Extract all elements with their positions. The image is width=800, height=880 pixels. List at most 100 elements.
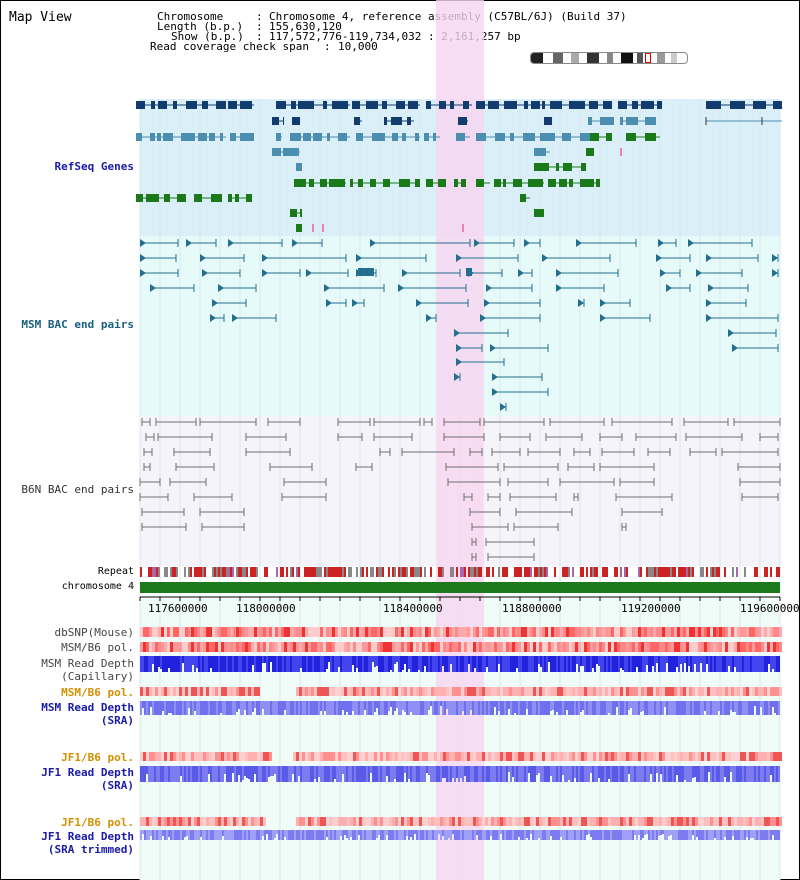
- gene-exon: [296, 224, 302, 232]
- heat-cell: [350, 642, 353, 652]
- heat-cell: [194, 642, 197, 652]
- depth-bar: [402, 766, 404, 782]
- depth-bar: [512, 766, 514, 777]
- depth-bar: [538, 766, 540, 773]
- depth-bar: [236, 766, 238, 782]
- heat-cell: [242, 627, 245, 637]
- repeat-element: [344, 567, 346, 577]
- depth-bar: [484, 701, 486, 715]
- heat-cell: [671, 817, 674, 826]
- depth-bar: [348, 701, 350, 715]
- depth-bar: [642, 766, 644, 782]
- heat-cell: [725, 817, 728, 826]
- heat-cell: [461, 627, 464, 637]
- heat-cell: [626, 752, 629, 761]
- gene-exon: [606, 133, 612, 141]
- depth-bar: [766, 701, 768, 715]
- depth-bar: [214, 766, 216, 782]
- depth-bar: [770, 766, 772, 775]
- refseq-genes-track: [136, 101, 782, 232]
- heat-cell: [491, 752, 494, 761]
- depth-bar: [322, 656, 324, 672]
- depth-bar: [312, 701, 314, 715]
- repeat-element: [196, 567, 198, 577]
- heat-cell: [638, 687, 641, 696]
- depth-bar: [412, 830, 414, 840]
- heat-cell: [293, 752, 296, 761]
- gene-exon: [626, 133, 636, 141]
- depth-bar: [608, 766, 610, 779]
- depth-bar: [246, 656, 248, 672]
- depth-bar: [244, 701, 246, 710]
- heat-cell: [707, 752, 710, 761]
- depth-bar: [576, 701, 578, 715]
- heat-cell: [503, 817, 506, 826]
- heat-cell: [521, 642, 524, 652]
- depth-bar: [542, 701, 544, 715]
- heat-cell: [659, 817, 662, 826]
- depth-bar: [230, 656, 232, 672]
- heat-cell: [620, 817, 623, 826]
- depth-bar: [598, 766, 600, 778]
- depth-bar: [186, 766, 188, 782]
- heat-cell: [335, 817, 338, 826]
- heat-cell: [191, 627, 194, 637]
- gene-exon: [415, 179, 420, 187]
- heat-cell: [590, 627, 593, 637]
- depth-bar: [490, 766, 492, 782]
- depth-bar: [520, 701, 522, 715]
- heat-cell: [335, 752, 338, 761]
- depth-bar: [150, 656, 152, 672]
- gene-exon: [415, 133, 419, 141]
- depth-bar: [230, 766, 232, 782]
- repeat-element: [582, 567, 584, 577]
- depth-bar: [534, 701, 536, 715]
- depth-bar: [726, 656, 728, 672]
- depth-bar: [526, 830, 528, 838]
- heat-cell: [767, 687, 770, 696]
- heat-cell: [635, 687, 638, 696]
- depth-bar: [406, 830, 408, 836]
- bac-end-marker: [688, 239, 694, 247]
- heat-cell: [689, 627, 692, 637]
- depth-bar: [328, 830, 330, 840]
- depth-bar: [388, 830, 390, 840]
- chromosome-ideogram[interactable]: [530, 52, 688, 64]
- depth-bar: [548, 656, 550, 662]
- heat-cell: [716, 627, 719, 637]
- heat-cell: [716, 687, 719, 696]
- heat-cell: [710, 752, 713, 761]
- depth-bar: [382, 656, 384, 672]
- heat-cell: [566, 687, 569, 696]
- depth-bar: [316, 656, 318, 672]
- depth-bar: [448, 701, 450, 715]
- heat-cell: [662, 627, 665, 637]
- heat-cell: [647, 627, 650, 637]
- depth-bar: [516, 766, 518, 782]
- depth-bar: [338, 830, 340, 840]
- depth-bar: [462, 830, 464, 840]
- depth-bar: [220, 701, 222, 713]
- heat-cell: [416, 817, 419, 826]
- depth-bar: [692, 701, 694, 715]
- depth-bar: [212, 766, 214, 782]
- gene-exon: [657, 101, 662, 109]
- depth-bar: [326, 766, 328, 782]
- heat-cell: [530, 687, 533, 696]
- depth-bar: [648, 701, 650, 715]
- heat-cell: [332, 752, 335, 761]
- depth-bar: [414, 656, 416, 672]
- heat-cell: [338, 627, 341, 637]
- depth-bar: [716, 766, 718, 782]
- heat-cell: [293, 627, 296, 637]
- heat-cell: [746, 752, 749, 761]
- heat-cell: [164, 627, 167, 637]
- heat-cell: [599, 642, 602, 652]
- depth-bar: [166, 830, 168, 840]
- heat-cell: [734, 687, 737, 696]
- heat-cell: [371, 817, 374, 826]
- depth-bar: [270, 766, 272, 776]
- depth-bar: [374, 701, 376, 712]
- bac-end-marker: [492, 388, 498, 396]
